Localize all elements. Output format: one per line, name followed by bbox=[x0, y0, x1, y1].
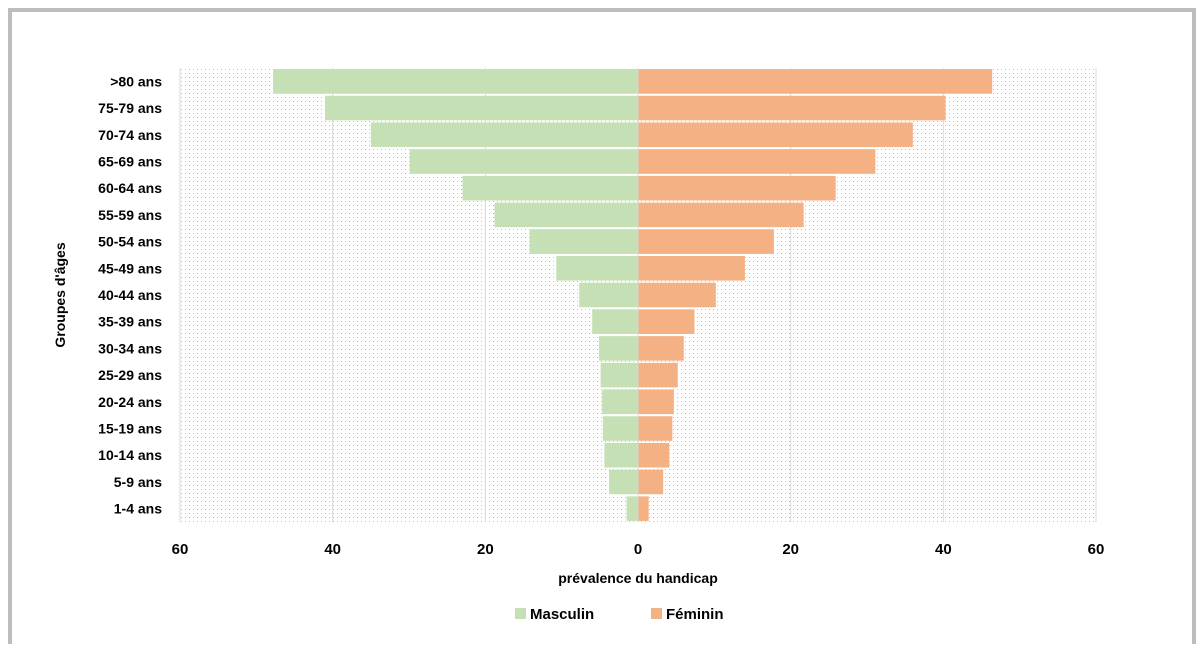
x-tick-label: 40 bbox=[324, 541, 341, 558]
x-tick-label: 60 bbox=[1088, 541, 1105, 558]
bar-masculin bbox=[462, 175, 638, 201]
category-label: 20-24 ans bbox=[98, 394, 162, 410]
bar-masculin bbox=[592, 309, 638, 334]
bar-masculin bbox=[529, 229, 638, 254]
category-label: 45-49 ans bbox=[98, 260, 162, 276]
x-tick-labels: 60 40 20 0 20 40 60 bbox=[172, 541, 1105, 558]
category-label: 5-9 ans bbox=[114, 474, 162, 490]
legend-swatch-feminin bbox=[651, 608, 662, 619]
category-label: 30-34 ans bbox=[98, 340, 162, 356]
category-label: 40-44 ans bbox=[98, 287, 162, 303]
category-label: 35-39 ans bbox=[98, 314, 162, 330]
bar-feminin bbox=[638, 149, 876, 174]
bar-masculin bbox=[602, 389, 638, 415]
bar-feminin bbox=[638, 362, 678, 388]
bar-masculin bbox=[602, 416, 638, 441]
x-tick-label: 20 bbox=[782, 541, 799, 558]
category-label: 75-79 ans bbox=[98, 100, 162, 116]
bar-feminin bbox=[638, 175, 836, 201]
bar-masculin bbox=[409, 149, 638, 174]
legend-swatch-masculin bbox=[515, 608, 526, 619]
bar-feminin bbox=[638, 496, 649, 521]
category-label: 1-4 ans bbox=[114, 501, 162, 517]
bars bbox=[273, 68, 993, 522]
legend: Masculin Féminin bbox=[515, 606, 724, 623]
x-tick-label: 0 bbox=[634, 541, 642, 558]
category-labels: 1-4 ans 5-9 ans 10-14 ans 15-19 ans 20-24 an… bbox=[98, 73, 162, 516]
category-label: 55-59 ans bbox=[98, 207, 162, 223]
bar-masculin bbox=[494, 202, 638, 228]
y-axis-title: Groupes d'âges bbox=[52, 242, 68, 347]
bar-masculin bbox=[600, 362, 638, 388]
category-label: 15-19 ans bbox=[98, 421, 162, 437]
bar-feminin bbox=[638, 469, 664, 495]
legend-label-feminin: Féminin bbox=[666, 606, 724, 623]
bar-feminin bbox=[638, 442, 670, 468]
chart-frame bbox=[8, 8, 1196, 644]
bar-masculin bbox=[579, 282, 638, 308]
bar-feminin bbox=[638, 122, 913, 148]
category-label: 65-69 ans bbox=[98, 153, 162, 169]
legend-label-masculin: Masculin bbox=[530, 606, 594, 623]
bar-feminin bbox=[638, 389, 674, 415]
x-tick-label: 40 bbox=[935, 541, 952, 558]
x-axis-title: prévalence du handicap bbox=[558, 570, 718, 586]
x-tick-label: 60 bbox=[172, 541, 189, 558]
bar-masculin bbox=[608, 469, 638, 495]
bar-feminin bbox=[638, 416, 673, 441]
bar-feminin bbox=[638, 229, 774, 254]
bar-masculin bbox=[370, 122, 638, 148]
bar-feminin bbox=[638, 282, 716, 308]
bar-feminin bbox=[638, 69, 993, 94]
bar-feminin bbox=[638, 336, 684, 361]
bar-masculin bbox=[626, 496, 638, 521]
category-label: >80 ans bbox=[110, 73, 162, 89]
category-label: 70-74 ans bbox=[98, 127, 162, 143]
bar-masculin bbox=[273, 69, 638, 94]
bar-masculin bbox=[325, 95, 638, 121]
category-label: 50-54 ans bbox=[98, 234, 162, 250]
x-tick-label: 20 bbox=[477, 541, 494, 558]
bar-feminin bbox=[638, 95, 946, 121]
category-label: 60-64 ans bbox=[98, 180, 162, 196]
bar-masculin bbox=[604, 442, 638, 468]
bar-feminin bbox=[638, 309, 695, 334]
category-label: 25-29 ans bbox=[98, 367, 162, 383]
category-label: 10-14 ans bbox=[98, 447, 162, 463]
bar-masculin bbox=[556, 256, 638, 281]
bar-masculin bbox=[599, 336, 638, 361]
bar-feminin bbox=[638, 202, 804, 228]
bar-feminin bbox=[638, 256, 745, 281]
